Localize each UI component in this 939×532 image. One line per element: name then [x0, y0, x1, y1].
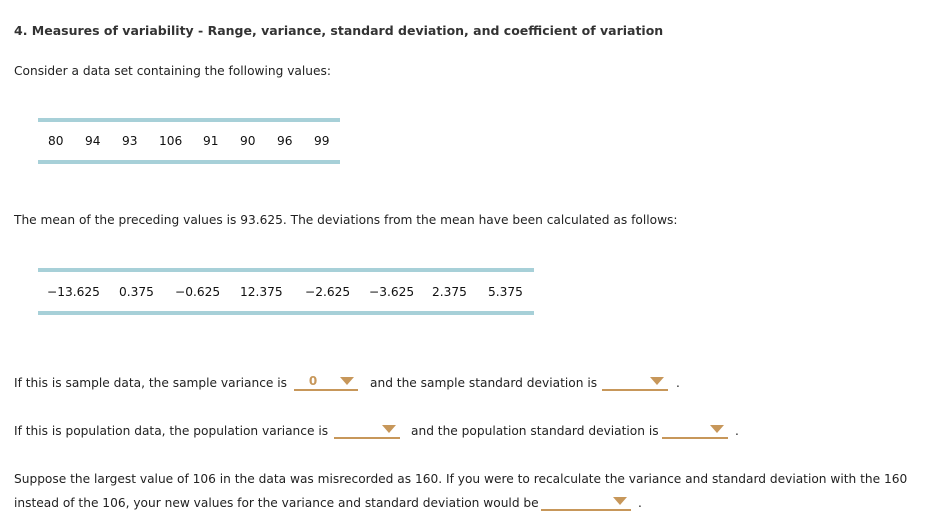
- new-values-dropdown[interactable]: [541, 493, 631, 511]
- sample-variance-value: 0: [308, 374, 318, 388]
- value-cell: 94: [85, 134, 101, 148]
- misrecord-line1: Suppose the largest value of 106 in the …: [14, 472, 908, 486]
- question-title: 4. Measures of variability - Range, vari…: [14, 23, 664, 38]
- deviation-cell: 12.375: [240, 284, 283, 299]
- values-table: 80 94 93 106 91 90 96 99: [38, 118, 340, 164]
- chevron-down-icon: [710, 425, 724, 433]
- misrecord-suffix: .: [638, 496, 642, 510]
- deviation-cell: 5.375: [488, 284, 523, 299]
- misrecord-line2: instead of the 106, your new values for …: [14, 496, 539, 510]
- chevron-down-icon: [650, 377, 664, 385]
- value-cell: 91: [203, 134, 219, 148]
- deviation-cell: −2.625: [305, 284, 351, 299]
- deviation-cell: −3.625: [369, 284, 415, 299]
- intro-text: Consider a data set containing the follo…: [14, 64, 331, 78]
- chevron-down-icon: [613, 497, 627, 505]
- value-cell: 99: [314, 134, 330, 148]
- deviation-cell: −0.625: [175, 284, 221, 299]
- population-sd-dropdown[interactable]: [662, 421, 728, 439]
- value-cell: 80: [48, 134, 64, 148]
- population-prefix: If this is population data, the populati…: [14, 424, 329, 438]
- chevron-down-icon: [340, 377, 354, 385]
- value-cell: 90: [240, 134, 256, 148]
- value-cell: 96: [277, 134, 293, 148]
- deviations-table: −13.625 0.375 −0.625 12.375 −2.625 −3.62…: [38, 268, 534, 315]
- population-suffix: .: [735, 424, 739, 438]
- deviation-cell: −13.625: [47, 284, 100, 299]
- sample-suffix: .: [676, 376, 680, 390]
- sample-sd-dropdown[interactable]: [602, 373, 668, 391]
- deviation-cell: 0.375: [119, 284, 154, 299]
- population-variance-dropdown[interactable]: [334, 421, 400, 439]
- sample-prefix: If this is sample data, the sample varia…: [14, 376, 288, 390]
- population-middle: and the population standard deviation is: [411, 424, 659, 438]
- sample-variance-dropdown[interactable]: 0: [294, 373, 358, 391]
- chevron-down-icon: [382, 425, 396, 433]
- sample-middle: and the sample standard deviation is: [370, 376, 598, 390]
- value-cell: 93: [122, 134, 138, 148]
- deviation-cell: 2.375: [432, 284, 467, 299]
- value-cell: 106: [159, 134, 183, 148]
- mean-text: The mean of the preceding values is 93.6…: [14, 213, 678, 227]
